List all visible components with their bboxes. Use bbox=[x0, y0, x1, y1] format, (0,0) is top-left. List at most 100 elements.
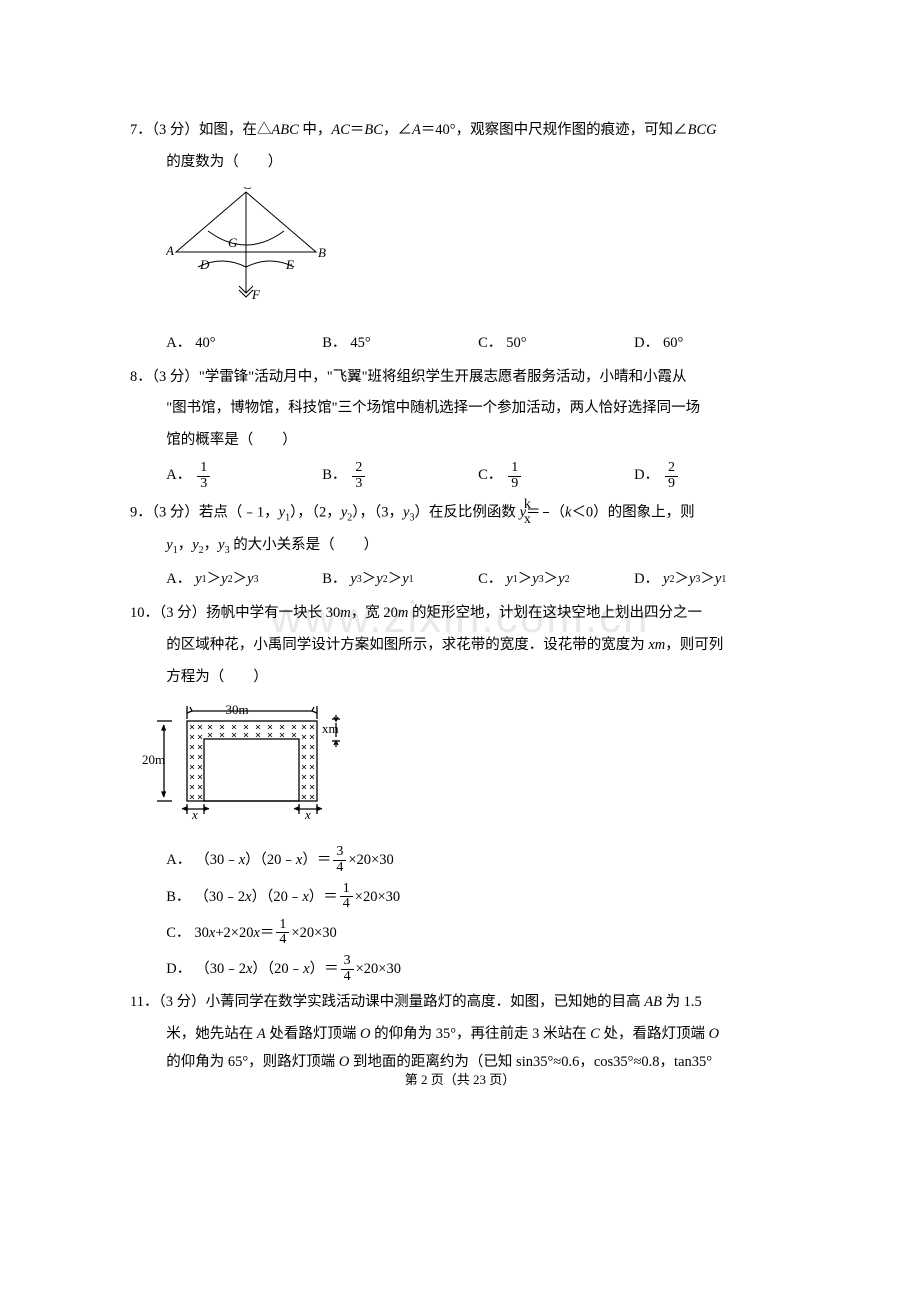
text: ＝40°，观察图中尺规作图的痕迹，可知∠ bbox=[421, 122, 688, 138]
text: ， bbox=[204, 537, 219, 553]
text: A bbox=[412, 122, 421, 138]
label: D． bbox=[634, 328, 659, 360]
label: A． bbox=[166, 328, 191, 360]
q7-stem: 7．（3 分）如图，在△ABC 中，AC＝BC，∠A＝40°，观察图中尺规作图的… bbox=[166, 115, 790, 147]
text: 11．（3 分）小菁同学在数学实践活动课中测量路灯的高度．如图，已知她的目高 bbox=[130, 994, 644, 1010]
q8-opt-a: A．13 bbox=[166, 459, 322, 493]
text: 的仰角为 35°，再往前走 3 米站在 bbox=[370, 1026, 590, 1042]
text: 米，她先站在 bbox=[166, 1026, 257, 1042]
label: A． bbox=[166, 460, 191, 492]
value: 50° bbox=[506, 328, 526, 360]
text: ，则可列 bbox=[665, 637, 723, 653]
text: AB bbox=[644, 994, 662, 1010]
q9-opt-c: C．y1＞y3＞y2 bbox=[478, 564, 634, 596]
text: O bbox=[360, 1026, 370, 1042]
q8-cont1: "图书馆，博物馆，科技馆"三个场馆中随机选择一个参加活动，两人恰好选择同一场 bbox=[166, 393, 790, 425]
label: D． bbox=[634, 460, 659, 492]
fraction: 34 bbox=[333, 845, 346, 875]
svg-text:A: A bbox=[166, 243, 174, 258]
label: A． bbox=[166, 564, 191, 596]
svg-text:B: B bbox=[318, 245, 326, 260]
q8-opt-d: D．29 bbox=[634, 459, 790, 493]
fraction: 14 bbox=[276, 918, 289, 948]
q10-diagram: 30m 20m xm x x bbox=[142, 701, 790, 834]
q7-opt-a: A．40° bbox=[166, 328, 322, 360]
label: B． bbox=[166, 879, 190, 915]
label: B． bbox=[322, 328, 346, 360]
q10-cont2: 方程为（ ） bbox=[166, 662, 790, 694]
q10-stem: 10．（3 分）扬帆中学有一块长 30m，宽 20m 的矩形空地，计划在这块空地… bbox=[166, 598, 790, 630]
q9-options: A．y1＞y2＞y3 B．y3＞y2＞y1 C．y1＞y3＞y2 D．y2＞y3… bbox=[166, 564, 790, 596]
fraction: 13 bbox=[197, 461, 210, 491]
value: 45° bbox=[350, 328, 370, 360]
q8-opt-c: C．19 bbox=[478, 459, 634, 493]
q10-opt-d: D．（30﹣2x）（20﹣x）＝34×20×30 bbox=[166, 951, 790, 987]
label: D． bbox=[634, 564, 659, 596]
label: B． bbox=[322, 460, 346, 492]
q7-diagram: A B C D E G F bbox=[166, 187, 790, 320]
q9-stem: 9．（3 分）若点（﹣1，y1），（2，y2），（3，y3）在反比例函数 y＝k… bbox=[166, 496, 790, 530]
text: ，宽 20 bbox=[351, 605, 398, 621]
q9-opt-b: B．y3＞y2＞y1 bbox=[322, 564, 478, 596]
text: AC bbox=[331, 122, 350, 138]
text: ），（2， bbox=[290, 504, 341, 520]
q8-cont2: 馆的概率是（ ） bbox=[166, 425, 790, 457]
fraction: 23 bbox=[352, 461, 365, 491]
q9-opt-d: D．y2＞y3＞y1 bbox=[634, 564, 790, 596]
text: 处看路灯顶端 bbox=[266, 1026, 360, 1042]
q7-opt-b: B．45° bbox=[322, 328, 478, 360]
label: C． bbox=[166, 915, 190, 951]
label: A． bbox=[166, 842, 191, 878]
q7-cont: 的度数为（ ） bbox=[166, 147, 790, 179]
q11-stem: 11．（3 分）小菁同学在数学实践活动课中测量路灯的高度．如图，已知她的目高 A… bbox=[166, 987, 790, 1019]
fraction: 19 bbox=[508, 461, 521, 491]
text: O bbox=[709, 1026, 719, 1042]
text: ＜0）的图象上，则 bbox=[571, 504, 694, 520]
svg-text:x: x bbox=[304, 807, 311, 821]
label: B． bbox=[322, 564, 346, 596]
text: ，∠ bbox=[383, 122, 412, 138]
q8-options: A．13 B．23 C．19 D．29 bbox=[166, 459, 790, 493]
label: C． bbox=[478, 328, 502, 360]
svg-text:30m: 30m bbox=[225, 702, 248, 717]
svg-text:C: C bbox=[243, 187, 252, 192]
text: 的大小关系是（ ） bbox=[230, 537, 379, 553]
text: 的区域种花，小禹同学设计方案如图所示，求花带的宽度．设花带的宽度为 bbox=[166, 637, 648, 653]
text: BCG bbox=[688, 122, 717, 138]
fraction: 34 bbox=[341, 954, 354, 984]
q10-opt-b: B．（30﹣2x）（20﹣x）＝14×20×30 bbox=[166, 879, 790, 915]
label: C． bbox=[478, 460, 502, 492]
q7-opt-d: D．60° bbox=[634, 328, 790, 360]
q10-options: A．（30﹣x）（20﹣x）＝34×20×30 B．（30﹣2x）（20﹣x）＝… bbox=[166, 842, 790, 987]
svg-text:E: E bbox=[285, 257, 294, 272]
text: ），（3， bbox=[352, 504, 403, 520]
text: 到地面的距离约为（已知 sin35°≈0.6，cos35°≈0.8，tan35° bbox=[349, 1054, 712, 1070]
svg-text:F: F bbox=[251, 287, 261, 302]
text: xm bbox=[648, 637, 665, 653]
text: 9．（3 分）若点（﹣1， bbox=[130, 504, 279, 520]
text: m bbox=[398, 605, 408, 621]
text: 为 1.5 bbox=[662, 994, 702, 1010]
text: （ bbox=[551, 504, 566, 520]
text: 中， bbox=[299, 122, 332, 138]
fraction: 29 bbox=[665, 461, 678, 491]
q7-options: A．40° B．45° C．50° D．60° bbox=[166, 328, 790, 360]
text: 的仰角为 65°，则路灯顶端 bbox=[166, 1054, 339, 1070]
fraction: 14 bbox=[340, 882, 353, 912]
q10-opt-a: A．（30﹣x）（20﹣x）＝34×20×30 bbox=[166, 842, 790, 878]
text: ABC bbox=[271, 122, 298, 138]
q7-opt-c: C．50° bbox=[478, 328, 634, 360]
text: A bbox=[257, 1026, 266, 1042]
label: D． bbox=[166, 951, 191, 987]
text: 的矩形空地，计划在这块空地上划出四分之一 bbox=[408, 605, 702, 621]
text: 处，看路灯顶端 bbox=[600, 1026, 709, 1042]
q9-cont: y1，y2，y3 的大小关系是（ ） bbox=[166, 530, 790, 562]
text: BC bbox=[364, 122, 383, 138]
text: ）在反比例函数 bbox=[414, 504, 519, 520]
svg-text:G: G bbox=[228, 235, 238, 250]
svg-text:xm: xm bbox=[322, 721, 339, 736]
q10-opt-c: C．30x+2×20x＝14×20×30 bbox=[166, 915, 790, 951]
label: C． bbox=[478, 564, 502, 596]
svg-text:D: D bbox=[199, 257, 210, 272]
text: ， bbox=[178, 537, 193, 553]
